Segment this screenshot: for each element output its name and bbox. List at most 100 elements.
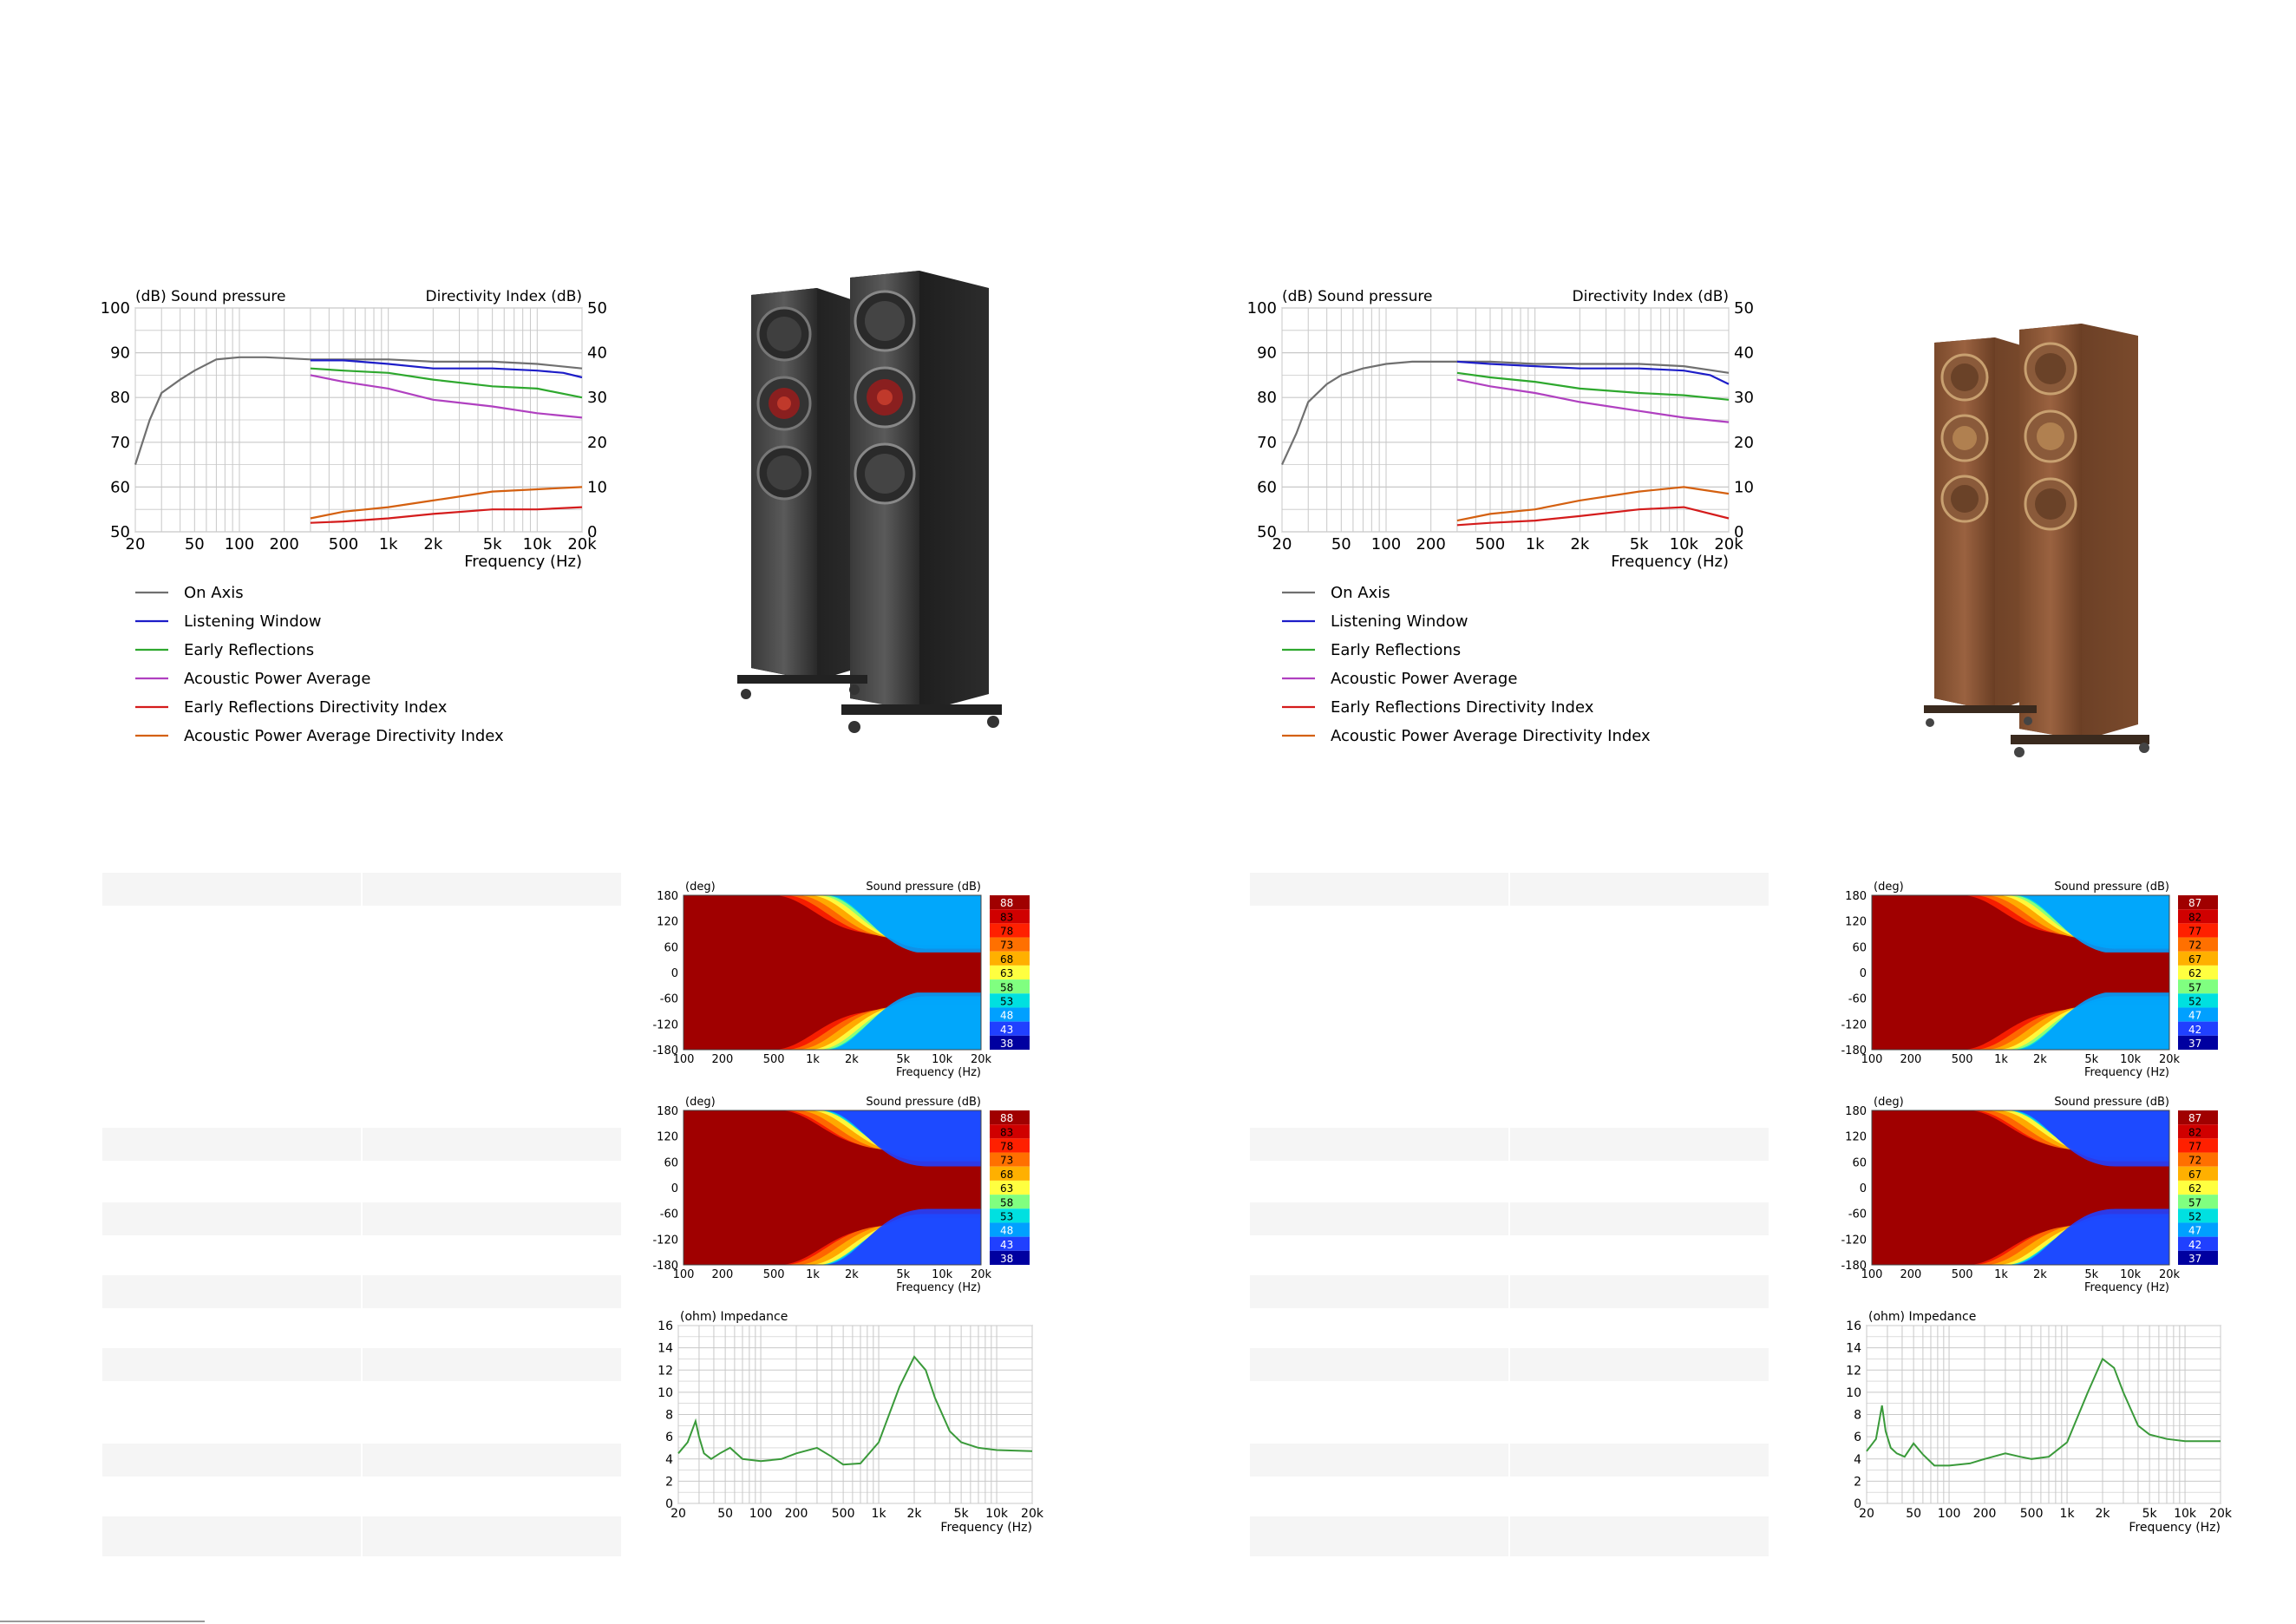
colorbar-label: 48 [1000, 1010, 1013, 1022]
colorbar-label: 63 [1000, 967, 1013, 979]
colorbar-swatch [2178, 1222, 2218, 1237]
y-tick-label: -60 [1848, 993, 1867, 1006]
spec-cell [102, 873, 363, 906]
polar-map-vertical-1: (deg) Sound pressure (dB) 180 120 60 0 -60 -120… [652, 1096, 1030, 1294]
x-tick-label: 100 [1861, 1268, 1883, 1281]
y-tick-label: 70 [1257, 434, 1277, 452]
x-tick-label: 10k [2174, 1507, 2197, 1521]
colorbar-swatch [2178, 1035, 2218, 1050]
spec-cell [102, 1348, 363, 1381]
y-tick-label: 14 [657, 1342, 673, 1356]
x-tick-label: 500 [1475, 535, 1505, 553]
colorbar-label: 72 [2188, 940, 2201, 952]
colorbar-label: 83 [1000, 911, 1013, 923]
x-tick-label: 1k [872, 1507, 887, 1521]
y-tick-label: 2 [1854, 1475, 1861, 1489]
colorbar-swatch [2178, 1110, 2218, 1125]
colorbar-label: 77 [2188, 926, 2201, 938]
x-axis-label: Frequency (Hz) [2084, 1066, 2169, 1079]
colorbar-swatch [2178, 1166, 2218, 1181]
x-tick-label: 500 [1952, 1053, 1973, 1066]
colorbar-label: 68 [1000, 953, 1013, 966]
y-tick-label: -120 [1841, 1018, 1867, 1031]
spec-row [102, 1128, 621, 1161]
footer-rule [0, 1621, 205, 1622]
y-tick-label: -120 [652, 1018, 678, 1031]
y-tick-label: 180 [1845, 1105, 1867, 1118]
colorbar-swatch [990, 1152, 1030, 1167]
colorbar-swatch [990, 937, 1030, 952]
x-tick-label: 10k [523, 535, 553, 553]
y-tick-label: 60 [664, 1156, 678, 1169]
x-tick-label: 20k [2159, 1268, 2181, 1281]
spec-cell [1250, 1516, 1510, 1556]
colorbar-label: 62 [2188, 1182, 2201, 1195]
x-tick-label: 1k [1526, 535, 1545, 553]
chart-title: (ohm) Impedance [680, 1310, 788, 1324]
y-tick-label: 80 [1257, 389, 1277, 407]
spec-cell [102, 1275, 363, 1308]
colorbar-label: 78 [1000, 1141, 1013, 1153]
x-axis-label: Frequency (Hz) [896, 1281, 981, 1294]
colorbar-swatch [990, 895, 1030, 910]
colorbar-label: 72 [2188, 1155, 2201, 1167]
chart-title-left: (dB) Sound pressure [135, 288, 286, 305]
x-tick-label: 20k [1021, 1507, 1044, 1521]
colorbar-label: 87 [2188, 897, 2201, 909]
y-tick-label: -60 [660, 1208, 678, 1221]
y-axis-label: (deg) [685, 1096, 716, 1109]
y-tick-label: 80 [110, 389, 130, 407]
colorbar-swatch [990, 993, 1030, 1008]
colorbar-swatch [2178, 1180, 2218, 1195]
colorbar-label: 62 [2188, 967, 2201, 979]
colorbar-label: 78 [1000, 926, 1013, 938]
y-tick-label: 6 [1854, 1431, 1861, 1444]
colorbar-label: 58 [1000, 981, 1013, 993]
y-tick-label: 12 [1846, 1364, 1861, 1378]
y-tick-label: 14 [1846, 1342, 1861, 1356]
heatmap-center-band [757, 1173, 981, 1202]
y-tick-label: 180 [657, 890, 678, 903]
x-tick-label: 200 [785, 1507, 808, 1521]
colorbar-swatch [990, 951, 1030, 966]
colorbar-swatch [2178, 1195, 2218, 1209]
y-tick-label: 10 [657, 1386, 673, 1400]
y-tick-label: 0 [1860, 967, 1867, 980]
x-tick-label: 100 [1938, 1507, 1961, 1521]
x-tick-label: 100 [1861, 1053, 1883, 1066]
y-tick-label: -60 [1848, 1208, 1867, 1221]
y-tick-label: 70 [110, 434, 130, 452]
y-tick-label: 0 [665, 1497, 673, 1511]
x-tick-label: 2k [906, 1507, 922, 1521]
y-tick-label: 120 [1845, 916, 1867, 929]
spec-cell [102, 1516, 363, 1556]
x-tick-label: 500 [1952, 1268, 1973, 1281]
heatmap-contour [826, 991, 981, 1050]
heatmap-area [683, 894, 982, 1051]
series-acoustic_power_average [310, 374, 583, 419]
x-tick-label: 5k [483, 535, 502, 553]
y-tick-label: 90 [110, 344, 130, 363]
heatmap-contour [2011, 1208, 2169, 1265]
map-title: Sound pressure (dB) [2054, 881, 2169, 894]
plot-area [677, 1325, 1033, 1504]
colorbar-label: 37 [2188, 1253, 2201, 1265]
y-tick-label: 10 [1846, 1386, 1861, 1400]
colorbar-swatch [990, 1138, 1030, 1153]
spec-row [1250, 1516, 1769, 1556]
polar-map-horizontal-1: (deg) Sound pressure (dB) 180 120 60 0 -60 -120… [652, 881, 1030, 1079]
colorbar-swatch [2178, 1021, 2218, 1036]
y-tick-label: -180 [652, 1044, 678, 1058]
colorbar-label: 53 [1000, 1210, 1013, 1222]
x-tick-label: 50 [185, 535, 205, 553]
colorbar-swatch [990, 909, 1030, 924]
map-title: Sound pressure (dB) [866, 1096, 981, 1109]
x-axis-label: Frequency (Hz) [940, 1521, 1032, 1535]
y-tick-label: 8 [665, 1409, 673, 1423]
colorbar-label: 82 [2188, 1126, 2201, 1138]
y-axis-label: (deg) [1874, 881, 1904, 894]
y-tick-label: 120 [1845, 1131, 1867, 1144]
x-tick-label: 50 [717, 1507, 733, 1521]
spec-cell [1250, 1348, 1510, 1381]
colorbar-swatch [2178, 923, 2218, 938]
